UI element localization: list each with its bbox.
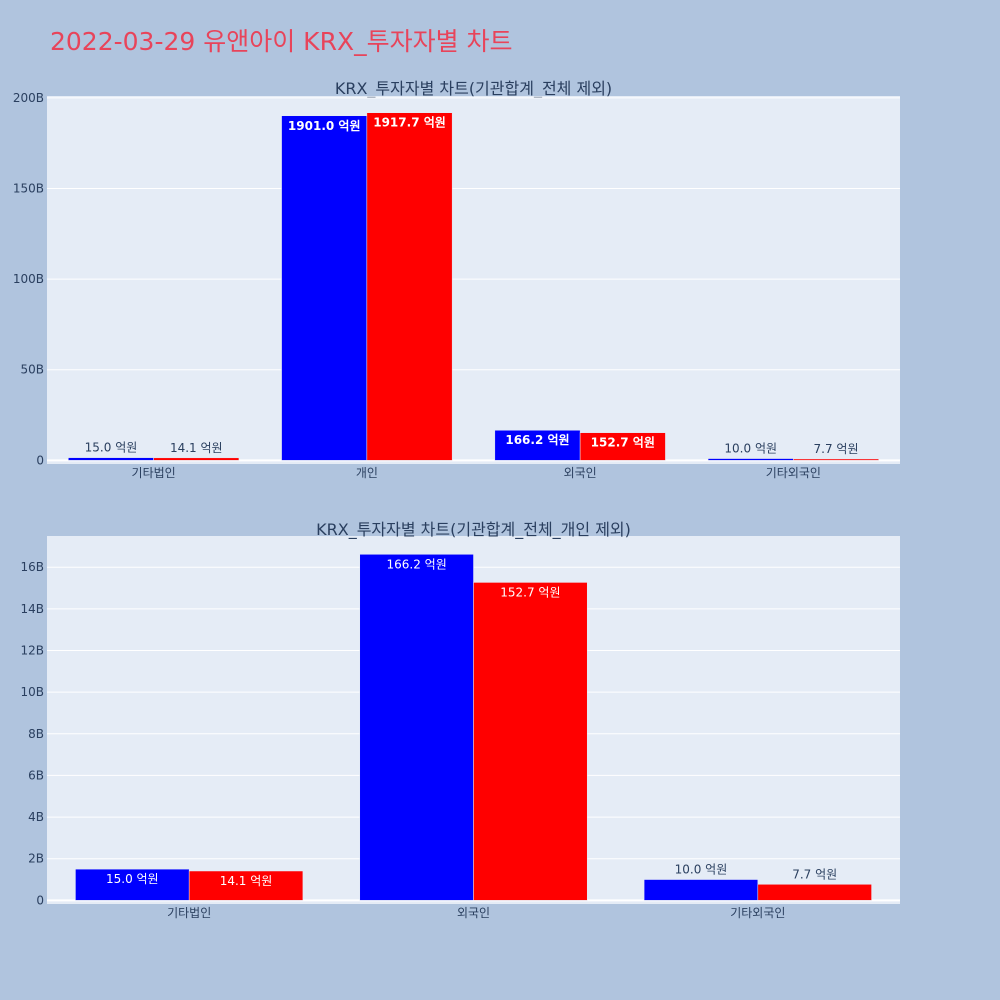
bar bbox=[473, 582, 588, 901]
data-label: 10.0 억원 bbox=[724, 442, 777, 456]
bar bbox=[366, 112, 453, 461]
data-label: 166.2 억원 bbox=[505, 433, 569, 447]
data-label: 152.7 억원 bbox=[500, 585, 560, 599]
y-tick-label: 12B bbox=[20, 644, 44, 658]
chart-title-2: KRX_투자자별 차트(기관합계_전체_개인 제외) bbox=[316, 520, 631, 540]
data-label: 14.1 억원 bbox=[220, 874, 273, 888]
x-tick-label: 기타법인 bbox=[167, 906, 211, 920]
bar bbox=[153, 457, 240, 461]
x-tick-label: 기타외국인 bbox=[730, 906, 785, 920]
bar bbox=[793, 458, 879, 461]
y-tick-label: 10B bbox=[20, 685, 44, 699]
bar bbox=[188, 870, 304, 901]
bar bbox=[75, 868, 190, 901]
y-tick-label: 0 bbox=[36, 453, 44, 467]
y-tick-label: 200B bbox=[13, 91, 44, 105]
data-label: 166.2 억원 bbox=[387, 557, 447, 571]
data-label: 10.0 억원 bbox=[675, 863, 728, 877]
x-tick-label: 기타법인 bbox=[132, 466, 176, 480]
data-label: 15.0 억원 bbox=[106, 872, 159, 886]
data-label: 152.7 억원 bbox=[591, 436, 655, 450]
bar bbox=[359, 554, 474, 901]
bar bbox=[281, 115, 368, 461]
bar bbox=[643, 879, 759, 901]
data-label: 7.7 억원 bbox=[814, 442, 859, 456]
y-tick-label: 0 bbox=[36, 893, 44, 907]
x-tick-label: 개인 bbox=[356, 466, 378, 480]
y-tick-label: 4B bbox=[28, 810, 44, 824]
data-label: 1917.7 억원 bbox=[373, 116, 446, 130]
y-tick-label: 50B bbox=[20, 363, 44, 377]
bar bbox=[494, 429, 581, 461]
y-tick-label: 8B bbox=[28, 727, 44, 741]
y-tick-label: 2B bbox=[28, 852, 44, 866]
page-title: 2022-03-29 유앤아이 KRX_투자자별 차트 bbox=[50, 27, 513, 56]
bar bbox=[707, 458, 794, 461]
x-tick-label: 외국인 bbox=[564, 466, 597, 480]
data-label: 7.7 억원 bbox=[792, 867, 837, 881]
bar bbox=[757, 884, 872, 901]
y-tick-label: 14B bbox=[20, 602, 44, 616]
y-tick-label: 100B bbox=[13, 272, 44, 286]
x-tick-label: 기타외국인 bbox=[766, 466, 821, 480]
x-tick-label: 외국인 bbox=[457, 906, 490, 920]
data-label: 1901.0 억원 bbox=[288, 119, 361, 133]
chart-title-1: KRX_투자자별 차트(기관합계_전체 제외) bbox=[335, 79, 612, 99]
data-label: 15.0 억원 bbox=[85, 441, 138, 455]
y-tick-label: 16B bbox=[20, 560, 44, 574]
data-label: 14.1 억원 bbox=[170, 441, 223, 455]
y-tick-label: 150B bbox=[13, 181, 44, 195]
plot-area-1 bbox=[47, 96, 900, 464]
bar bbox=[579, 432, 666, 461]
bar bbox=[68, 457, 154, 461]
y-tick-label: 6B bbox=[28, 768, 44, 782]
